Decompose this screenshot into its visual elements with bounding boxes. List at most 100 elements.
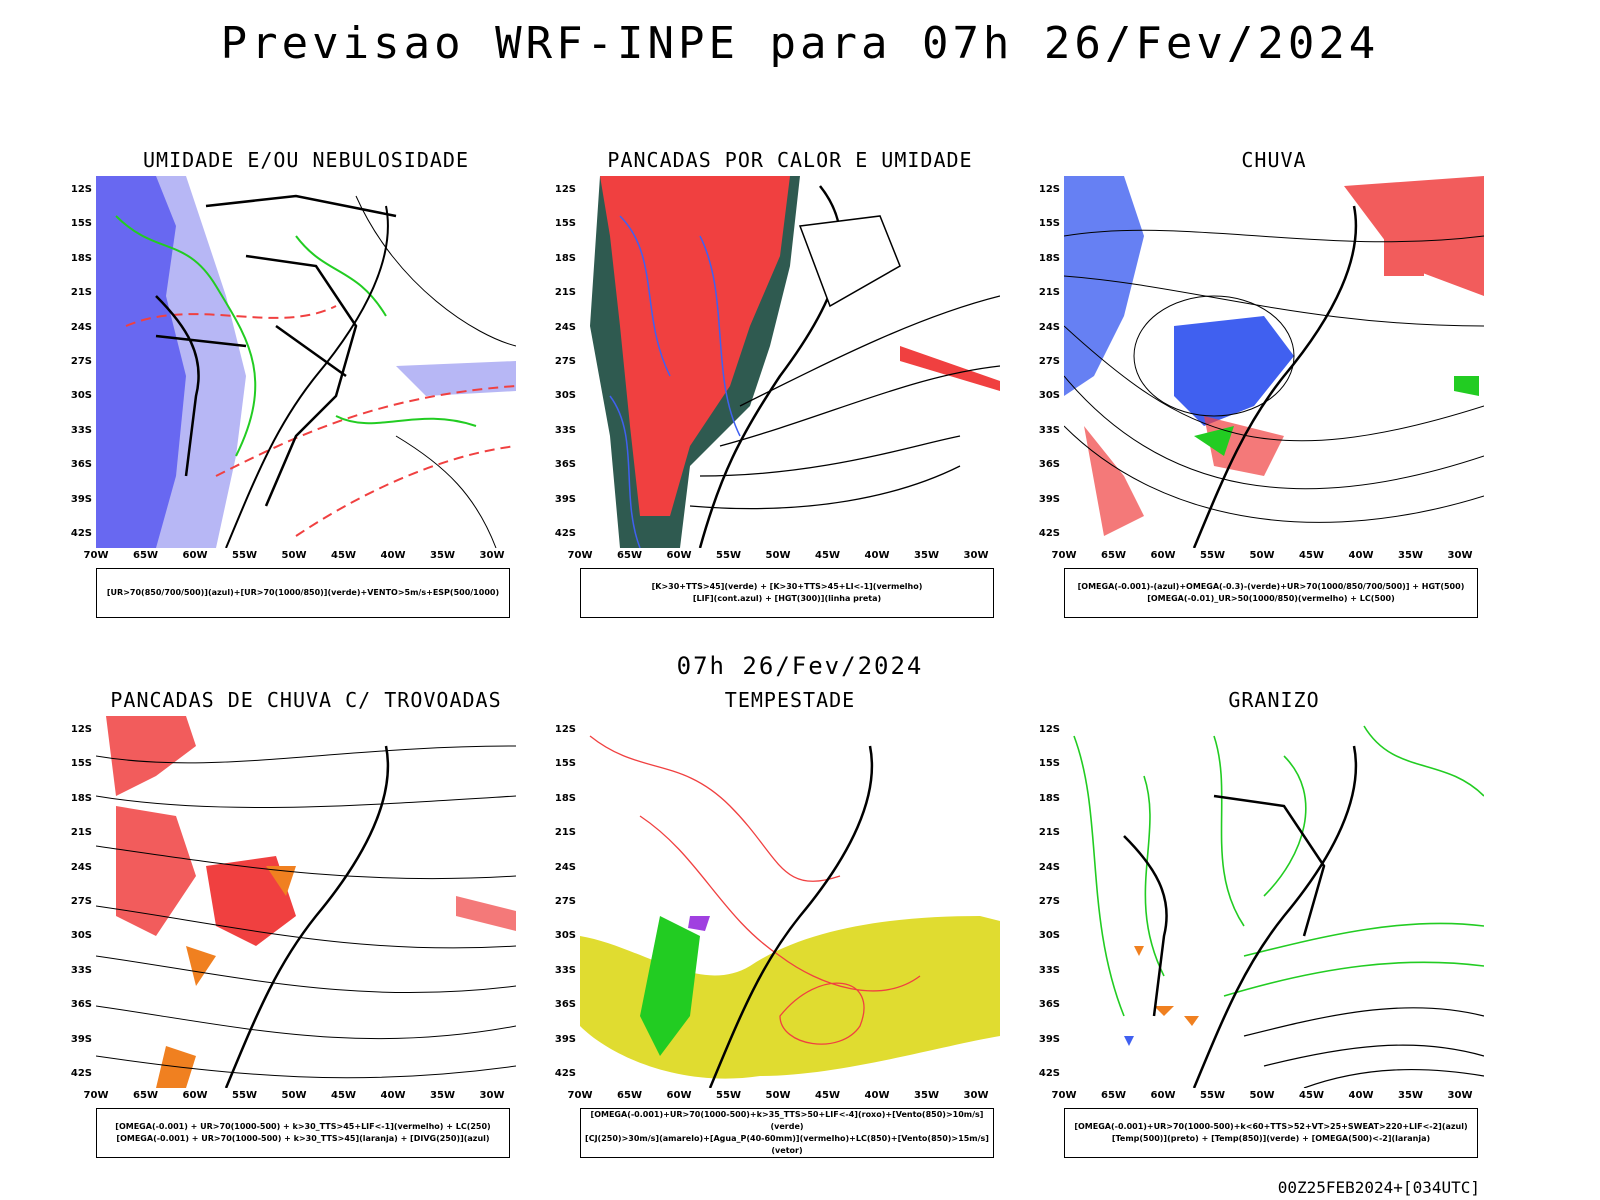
lat-tick-label: 15S [1038, 758, 1060, 770]
panel-chuva: CHUVA 12S 15S 18S 21S 24S 27S 30S 33S 36S 39S 42S … [1024, 148, 1524, 628]
red-ocean-band [456, 896, 516, 931]
lon-axis: 70W 65W 60W 55W 50W 45W 40W 35W 30W [568, 550, 1000, 562]
lat-axis: 12S 15S 18S 21S 24S 27S 30S 33S 36S 39S 42S [56, 176, 94, 548]
panel-legend: [OMEGA(-0.001)+UR>70(1000-500)+k<60+TTS>… [1064, 1108, 1478, 1158]
lat-tick-label: 36S [70, 459, 92, 471]
green-wind-area [640, 916, 700, 1056]
lat-tick-label: 39S [1038, 493, 1060, 505]
lat-tick-label: 27S [1038, 356, 1060, 367]
country-borders [155, 194, 397, 507]
model-run-stamp: 00Z25FEB2024+[034UTC] [1277, 1178, 1480, 1197]
lon-tick-label: 30W [963, 550, 989, 561]
lat-tick-label: 18S [1038, 252, 1060, 264]
lat-tick-label: 30S [1038, 930, 1060, 942]
lon-tick-label: 35W [1398, 550, 1423, 561]
lon-tick-label: 30W [1447, 1090, 1473, 1101]
lat-tick-label: 18S [554, 252, 576, 264]
panel-title: PANCADAS DE CHUVA C/ TROVOADAS [110, 688, 502, 712]
lat-tick-label: 42S [70, 528, 92, 539]
lon-tick-label: 70W [1051, 550, 1077, 561]
legend-line: [OMEGA(-0.001)+UR>70(1000-500)+k<60+TTS>… [1074, 1122, 1468, 1131]
lat-tick-label: 27S [70, 356, 92, 367]
red-area [600, 176, 790, 516]
lon-tick-label: 65W [133, 550, 158, 561]
coastline [224, 745, 390, 1088]
lat-tick-label: 36S [554, 459, 576, 471]
legend-line: [CJ(250)>30m/s](amarelo)+[Agua_P(40-60mm… [585, 1134, 989, 1155]
map-chuva [1064, 176, 1484, 548]
coastline [225, 205, 389, 548]
lat-tick-label: 24S [1038, 321, 1060, 333]
panel-tempestade: TEMPESTADE 12S 15S 18S 21S 24S 27S 30S 33S 36S 39… [540, 688, 1040, 1168]
map-trovoadas [96, 716, 516, 1088]
lat-axis: 12S 15S 18S 21S 24S 27S 30S 33S 36S 39S 42S [1024, 716, 1062, 1088]
lat-tick-label: 21S [1038, 827, 1060, 839]
lat-axis: 12S 15S 18S 21S 24S 27S 30S 33S 36S 39S 42S [1024, 176, 1062, 548]
lon-tick-label: 45W [1299, 1090, 1324, 1101]
lat-tick-label: 21S [70, 827, 92, 839]
lon-tick-label: 30W [479, 1090, 505, 1101]
lon-tick-label: 55W [716, 1090, 741, 1101]
lon-tick-label: 60W [666, 1090, 692, 1101]
lat-axis: 12S 15S 18S 21S 24S 27S 30S 33S 36S 39S 42S [540, 716, 578, 1088]
hgt-closed-contour [1133, 295, 1295, 417]
lon-tick-label: 65W [617, 1090, 642, 1101]
lat-tick-label: 33S [554, 964, 576, 976]
coastline [708, 745, 874, 1088]
green-precip [1194, 376, 1479, 456]
lat-tick-label: 36S [1038, 999, 1060, 1011]
lon-tick-label: 60W [666, 550, 692, 561]
humidity-ocean-band [396, 361, 516, 396]
lon-tick-label: 50W [765, 550, 791, 561]
lat-tick-label: 12S [1038, 724, 1060, 735]
lon-axis: 70W 65W 60W 55W 50W 45W 40W 35W 30W [568, 1090, 1000, 1102]
lon-tick-label: 40W [1348, 1090, 1374, 1101]
lat-tick-label: 33S [70, 964, 92, 976]
lat-tick-label: 15S [70, 758, 92, 770]
lon-tick-label: 35W [914, 550, 939, 561]
legend-line: [UR>70(850/700/500)](azul)+[UR>70(1000/8… [106, 588, 500, 597]
lat-tick-label: 33S [1038, 424, 1060, 436]
lat-tick-label: 21S [554, 827, 576, 839]
lon-axis: 70W 65W 60W 55W 50W 45W 40W 35W 30W [84, 1090, 516, 1102]
red-precip-ne [1344, 176, 1484, 296]
lon-tick-label: 45W [331, 550, 356, 561]
lon-tick-label: 35W [430, 550, 455, 561]
isobars [355, 195, 516, 548]
panel-title: UMIDADE E/OU NEBULOSIDADE [142, 148, 470, 172]
lon-tick-label: 50W [1249, 1090, 1275, 1101]
lat-tick-label: 27S [554, 356, 576, 367]
lat-tick-label: 36S [1038, 459, 1060, 471]
lat-tick-label: 42S [1038, 1068, 1060, 1079]
lon-tick-label: 40W [380, 550, 406, 561]
legend-line: [Temp(500)](preto) + [Temp(850)](verde) … [1111, 1134, 1431, 1143]
lon-tick-label: 30W [963, 1090, 989, 1101]
lat-tick-label: 21S [554, 287, 576, 299]
lon-tick-label: 35W [430, 1090, 455, 1101]
lon-tick-label: 30W [479, 550, 505, 561]
streamlines [96, 745, 516, 1079]
lat-tick-label: 39S [70, 493, 92, 505]
lon-tick-label: 55W [716, 550, 741, 561]
lon-tick-label: 65W [1101, 550, 1126, 561]
lon-tick-label: 55W [232, 1090, 257, 1101]
lat-tick-label: 18S [70, 252, 92, 264]
red-storm-center [206, 856, 296, 946]
red-contours [589, 735, 921, 1045]
lat-tick-label: 24S [70, 861, 92, 873]
lat-tick-label: 30S [70, 390, 92, 402]
lat-tick-label: 12S [70, 724, 92, 735]
yellow-jet-area [580, 916, 1000, 1079]
lon-tick-label: 65W [617, 550, 642, 561]
lon-tick-label: 55W [1200, 1090, 1225, 1101]
lon-tick-label: 55W [1200, 550, 1225, 561]
lon-tick-label: 35W [914, 1090, 939, 1101]
lif-contours [609, 215, 741, 548]
lat-tick-label: 30S [1038, 390, 1060, 402]
lat-tick-label: 21S [70, 287, 92, 299]
panel-umidade: UMIDADE E/OU NEBULOSIDADE 12S 15S 18S 21S 24… [56, 148, 556, 628]
lat-tick-label: 12S [70, 184, 92, 195]
blue-hail-area [1124, 1036, 1134, 1046]
panel-legend: [OMEGA(-0.001)-(azul)+OMEGA(-0.3)-(verde… [1064, 568, 1478, 618]
lat-tick-label: 33S [70, 424, 92, 436]
